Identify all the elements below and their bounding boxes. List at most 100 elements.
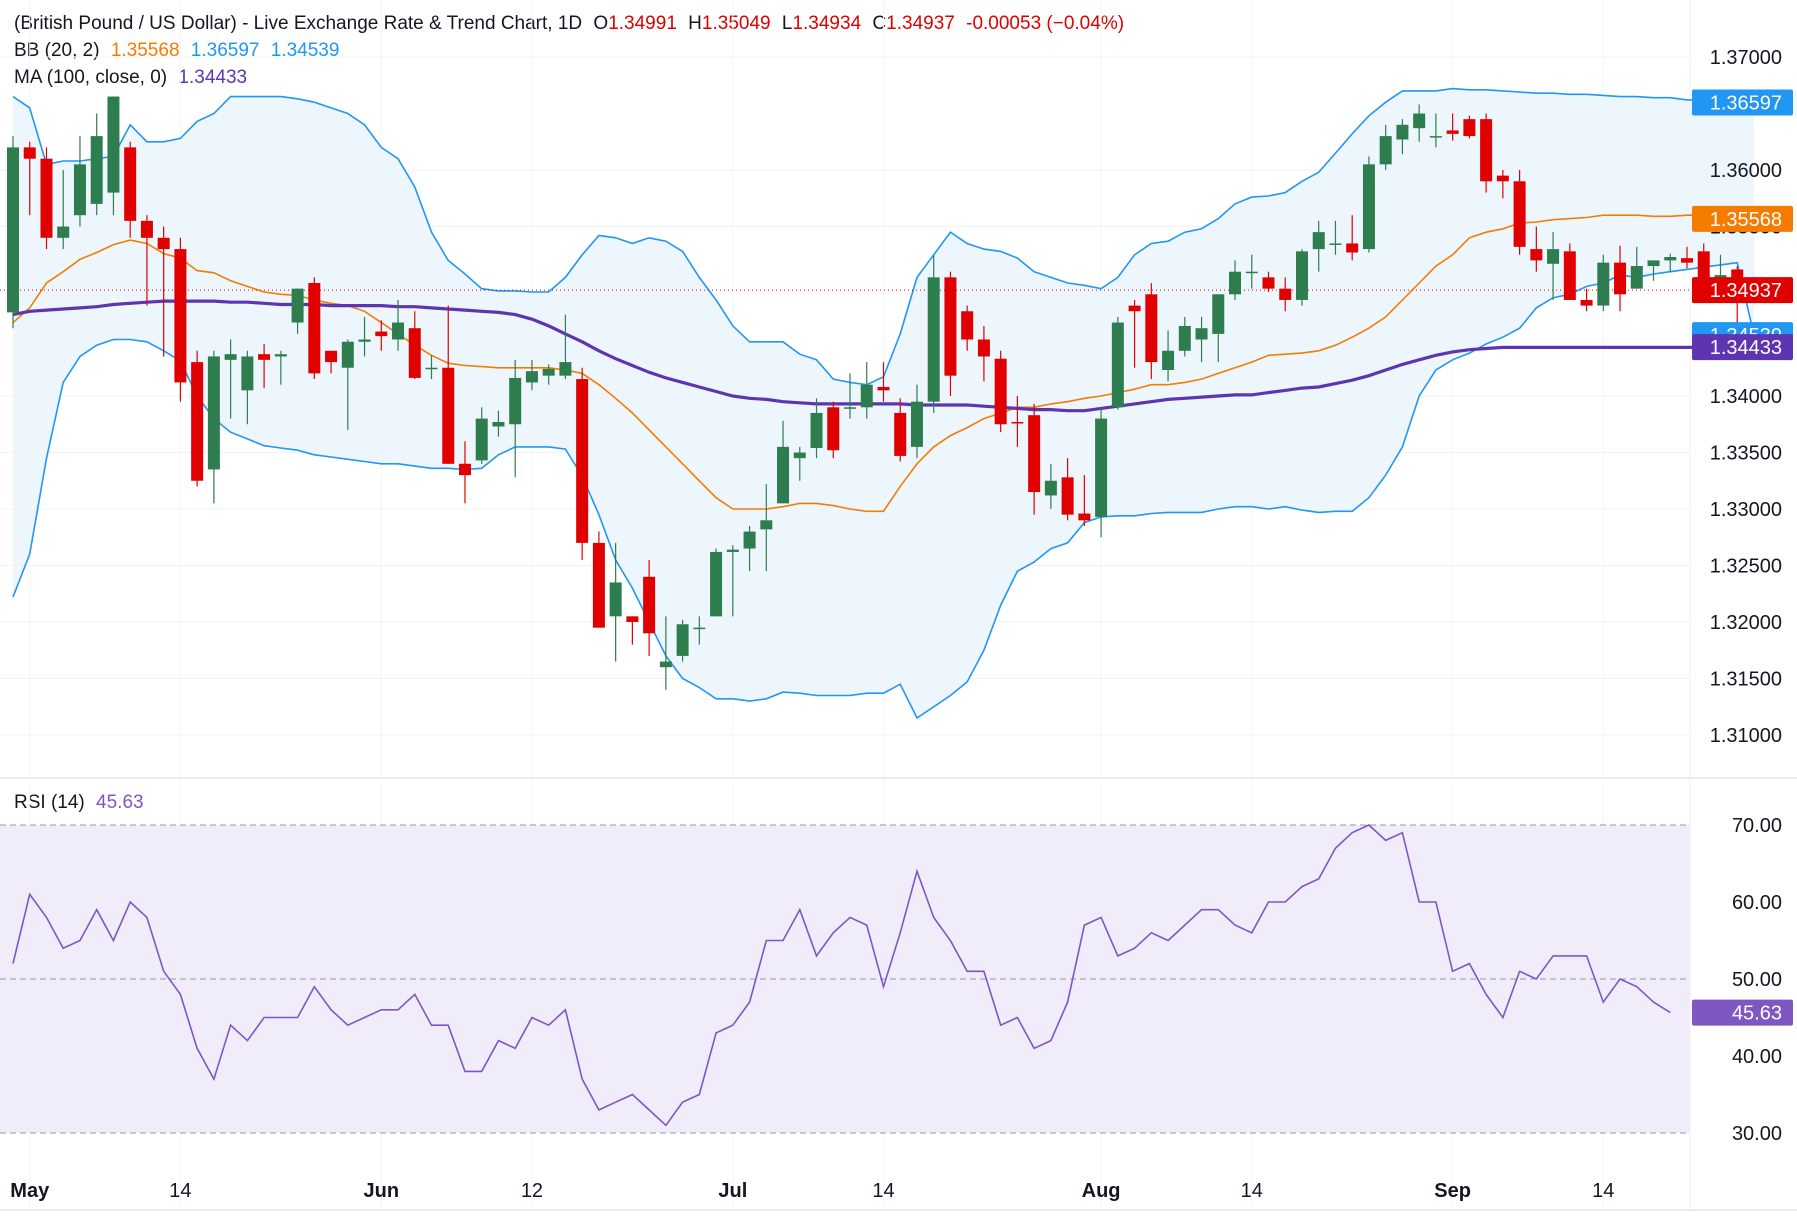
candle-body[interactable] [927, 277, 940, 402]
candle-body[interactable] [1229, 271, 1242, 295]
candle-body[interactable] [576, 379, 589, 543]
candle-body[interactable] [207, 356, 220, 470]
candle-body[interactable] [1095, 418, 1108, 517]
candle-body[interactable] [1329, 243, 1342, 245]
candle-body[interactable] [1195, 328, 1208, 340]
candle-body[interactable] [1697, 251, 1710, 286]
candle-body[interactable] [525, 371, 538, 383]
candle-body[interactable] [392, 322, 405, 340]
candle-body[interactable] [73, 164, 86, 216]
candle-body[interactable] [1262, 277, 1275, 289]
candle-body[interactable] [961, 311, 974, 340]
candle-body[interactable] [1044, 480, 1057, 496]
candle-body[interactable] [1061, 477, 1074, 515]
candle-body[interactable] [442, 367, 455, 464]
bollinger-lower-line[interactable] [12, 261, 1755, 720]
candle-body[interactable] [1463, 119, 1476, 137]
candle-body[interactable] [777, 446, 790, 504]
candle-body[interactable] [1128, 305, 1141, 312]
candle-body[interactable] [375, 331, 388, 337]
candle-body[interactable] [274, 354, 287, 357]
candle-body[interactable] [693, 627, 706, 630]
candle-body[interactable] [726, 549, 739, 552]
candle-body[interactable] [174, 249, 187, 383]
candle-body[interactable] [626, 616, 639, 622]
candle-body[interactable] [793, 452, 806, 459]
candle-body[interactable] [191, 362, 204, 481]
candle-body[interactable] [492, 421, 505, 427]
candle-body[interactable] [1413, 113, 1426, 129]
candle-body[interactable] [140, 220, 153, 238]
candle-body[interactable] [659, 661, 672, 668]
candle-body[interactable] [1530, 249, 1543, 261]
candle-body[interactable] [1496, 175, 1509, 182]
candle-body[interactable] [1178, 325, 1191, 351]
candle-body[interactable] [1563, 251, 1576, 300]
candle-body[interactable] [325, 350, 338, 363]
candle-body[interactable] [1011, 421, 1024, 424]
candle-body[interactable] [291, 288, 304, 323]
rsi-line[interactable] [12, 824, 1671, 1127]
candle-body[interactable] [1245, 271, 1258, 274]
candle-body[interactable] [1664, 257, 1677, 261]
candle-body[interactable] [1630, 266, 1643, 289]
candle-body[interactable] [1295, 251, 1308, 300]
candle-body[interactable] [743, 531, 756, 549]
candle-body[interactable] [241, 356, 254, 391]
candle-body[interactable] [643, 576, 656, 634]
candle-body[interactable] [107, 96, 120, 193]
candle-body[interactable] [710, 551, 723, 617]
candle-body[interactable] [57, 226, 70, 238]
rsi-legend[interactable]: RSI (14) 45.63 [14, 792, 150, 814]
candle-body[interactable] [1647, 260, 1660, 267]
candle-body[interactable] [860, 384, 873, 408]
candle-body[interactable] [592, 542, 605, 628]
candle-body[interactable] [1212, 294, 1225, 334]
candle-body[interactable] [124, 147, 137, 221]
candle-body[interactable] [944, 277, 957, 376]
candle-body[interactable] [542, 368, 555, 376]
candle-body[interactable] [894, 412, 907, 456]
candle-body[interactable] [1379, 136, 1392, 165]
candle-body[interactable] [827, 407, 840, 451]
candle-body[interactable] [994, 358, 1007, 425]
candle-body[interactable] [475, 418, 488, 461]
candle-body[interactable] [258, 354, 271, 360]
candle-body[interactable] [7, 147, 19, 313]
candle-body[interactable] [40, 158, 53, 238]
candle-body[interactable] [877, 386, 890, 391]
candle-body[interactable] [1162, 350, 1175, 371]
candle-body[interactable] [1597, 262, 1610, 306]
candle-body[interactable] [810, 412, 823, 448]
candle-body[interactable] [1446, 130, 1459, 134]
candle-body[interactable] [458, 463, 471, 476]
candle-body[interactable] [844, 407, 856, 409]
candle-body[interactable] [609, 582, 622, 617]
bb-legend[interactable]: BB (20, 2) 1.35568 1.36597 1.34539 [14, 40, 345, 62]
candle-body[interactable] [1547, 249, 1560, 264]
candle-body[interactable] [1346, 243, 1359, 253]
candle-body[interactable] [1028, 415, 1041, 493]
candle-body[interactable] [1513, 181, 1526, 247]
candle-body[interactable] [358, 339, 371, 342]
candle-body[interactable] [1145, 294, 1158, 363]
candle-body[interactable] [977, 339, 990, 357]
candle-body[interactable] [1362, 164, 1375, 250]
ma-legend[interactable]: MA (100, close, 0) 1.34433 [14, 67, 253, 89]
candle-body[interactable] [308, 283, 321, 374]
candle-body[interactable] [1312, 232, 1325, 250]
candle-body[interactable] [157, 237, 170, 250]
candle-body[interactable] [760, 520, 773, 530]
candle-body[interactable] [1078, 513, 1091, 521]
candle-body[interactable] [509, 377, 522, 425]
candle-body[interactable] [910, 401, 923, 447]
candle-body[interactable] [1429, 136, 1442, 138]
candle-body[interactable] [676, 624, 689, 656]
candle-body[interactable] [559, 362, 572, 376]
candle-body[interactable] [23, 147, 36, 159]
candle-body[interactable] [90, 136, 103, 204]
candle-body[interactable] [1614, 262, 1627, 295]
candle-body[interactable] [1396, 124, 1409, 140]
candle-body[interactable] [1480, 119, 1493, 182]
